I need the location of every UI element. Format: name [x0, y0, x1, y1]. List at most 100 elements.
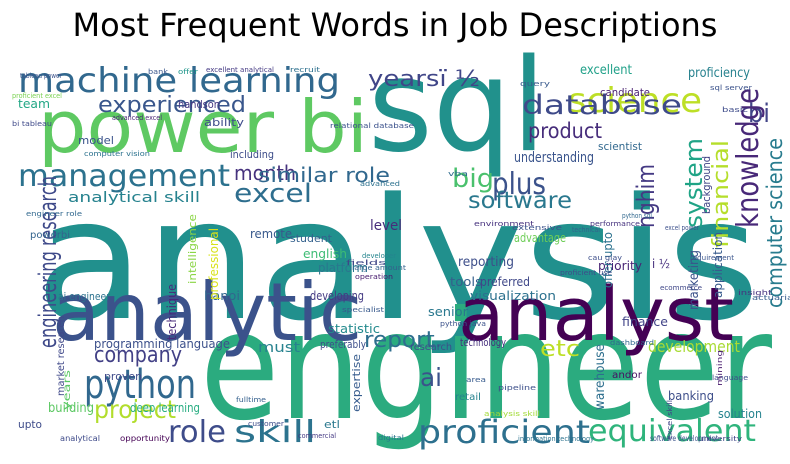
word: relational database [330, 122, 414, 130]
word: understanding [514, 150, 594, 166]
word: mining [716, 350, 724, 386]
word: excel [234, 179, 312, 209]
word: remote [250, 227, 292, 241]
word: hanoi [204, 289, 240, 303]
word: large amount [352, 264, 406, 272]
word: python java [440, 320, 486, 328]
word: information technology [518, 435, 594, 443]
word: excellent analytical [206, 66, 274, 74]
word: andor [612, 370, 643, 381]
word: programming language [94, 337, 230, 351]
word: research [410, 342, 452, 353]
word: requirement [690, 254, 734, 262]
word: pipeline [498, 384, 536, 392]
word: professional [207, 228, 221, 300]
word: basic [722, 106, 748, 114]
word: analysis skill [484, 410, 540, 418]
word: retail [455, 392, 481, 403]
word: python sql [622, 212, 652, 220]
word: customer [248, 420, 284, 428]
word: month [234, 161, 296, 185]
word: preferably [320, 338, 366, 351]
word: yearsï ½ [368, 67, 480, 92]
word: application [711, 232, 725, 298]
word: visualization [470, 289, 556, 303]
word: machine learning [18, 61, 340, 101]
word: advanced [360, 180, 400, 188]
word: years [62, 370, 73, 410]
word: proficient [418, 413, 590, 451]
word: product [528, 119, 602, 143]
word: developing [310, 289, 364, 303]
word: fulltime [236, 396, 266, 404]
word: equivalent [588, 414, 756, 449]
word: reporting [458, 255, 514, 270]
word: upto [18, 418, 42, 431]
word: technical [572, 226, 600, 234]
word: software development [650, 434, 718, 443]
word: extensive [512, 224, 562, 232]
word: recruit [290, 66, 320, 74]
word: finance [622, 315, 668, 329]
word: developer [362, 252, 396, 260]
word: ai engineer [58, 290, 110, 303]
word: nghim [632, 164, 660, 228]
word: excel power [665, 224, 699, 232]
word: solution [718, 407, 762, 421]
word: proficient excel [12, 92, 62, 100]
word: performance [590, 220, 640, 228]
word: candidate [600, 86, 650, 99]
word: level [370, 218, 402, 234]
word: must [258, 340, 301, 356]
word: system [680, 138, 708, 228]
word: ability [204, 116, 245, 129]
word: operation [355, 273, 393, 281]
word: excel skill [666, 400, 674, 440]
word: sql server [710, 84, 752, 92]
word: database [522, 90, 682, 121]
word: sql [368, 32, 546, 181]
word: offer upto [601, 232, 615, 288]
word: plus [492, 167, 546, 202]
word: background [700, 156, 713, 214]
word: language [712, 374, 748, 382]
word: advantage [514, 231, 566, 245]
word: skill [234, 415, 316, 450]
word: big [452, 164, 494, 194]
word: tools [450, 275, 482, 289]
word: proficiency [688, 66, 750, 81]
word: knowledge [731, 88, 766, 228]
chart-title: Most Frequent Words in Job Descriptions [73, 6, 718, 44]
word: deep learning [130, 401, 200, 415]
word: development [648, 337, 740, 356]
word: specialist [342, 306, 384, 314]
word: preferred [480, 275, 530, 289]
word: proficient use [560, 269, 612, 277]
word: handson [178, 98, 220, 111]
word: fields [346, 259, 387, 267]
word: team [18, 97, 50, 111]
word: proven [104, 370, 142, 383]
word: actuarial [752, 294, 790, 302]
word: analyst [458, 272, 734, 358]
word: report. [364, 328, 442, 353]
word: etl [324, 418, 340, 431]
word: expertise [350, 354, 363, 412]
word: model [78, 134, 114, 147]
word: english [303, 247, 347, 261]
word: query [520, 80, 550, 88]
word: cau giay [588, 254, 622, 262]
word: insight [738, 289, 772, 297]
word: financial [709, 140, 734, 248]
word: senior [428, 305, 468, 319]
word: power bi [38, 85, 368, 169]
word: offer [178, 68, 198, 76]
word: engineer [200, 280, 772, 454]
word: student [290, 232, 333, 245]
word: building [48, 401, 94, 416]
word: company [94, 343, 182, 368]
word: area [466, 376, 486, 384]
word: intelligence [186, 214, 199, 284]
